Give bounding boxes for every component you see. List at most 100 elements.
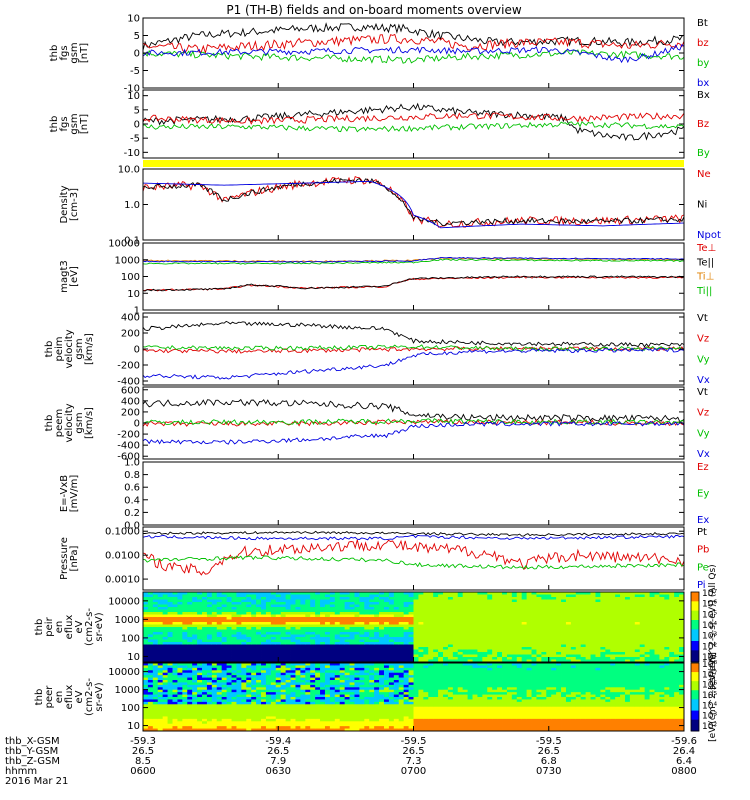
spectrogram-cell (541, 597, 547, 600)
spectrogram-cell (280, 689, 287, 693)
spectrogram-cell (359, 597, 365, 600)
spectrogram-cell (152, 609, 159, 613)
spectrogram-cell (669, 599, 675, 603)
spectrogram-cell (177, 704, 183, 708)
spectrogram-cell (679, 597, 685, 600)
spectrogram-cell (280, 612, 287, 615)
spectrogram-cell (315, 659, 321, 663)
spectrogram-cell (536, 639, 542, 643)
spectrogram-cell (295, 711, 301, 715)
spectrogram-cell (251, 682, 257, 686)
spectrogram-cell (659, 622, 665, 625)
spectrogram-cell (546, 634, 552, 638)
spectrogram-cell (226, 726, 232, 729)
spectrogram-cell (462, 592, 468, 595)
spectrogram-cell (152, 723, 159, 727)
spectrogram-cell (310, 694, 316, 698)
spectrogram-cell (600, 609, 606, 613)
spectrogram-cell (674, 649, 680, 653)
spectrogram-cell (443, 602, 449, 605)
spectrogram-cell (143, 684, 149, 688)
spectrogram-cell (270, 654, 277, 658)
spectrogram-cell (324, 614, 331, 618)
spectrogram-cell (172, 639, 178, 643)
spectrogram-cell (334, 697, 341, 700)
series-line (143, 530, 685, 537)
spectrogram-cell (516, 632, 523, 635)
spectrogram-cell (300, 609, 306, 613)
spectrogram-cell (428, 634, 434, 638)
spectrogram-cell (679, 612, 685, 615)
spectrogram-cell (536, 602, 542, 605)
spectrogram-cell (236, 714, 242, 717)
spectrogram-cell (329, 697, 336, 700)
spectrogram-cell (531, 604, 537, 608)
spectrogram-cell (506, 602, 513, 605)
y-tick-label: 400 (121, 313, 140, 324)
spectrogram-cell (334, 614, 341, 618)
spectrogram-cell (639, 594, 646, 598)
spectrogram-cell (167, 642, 173, 645)
spectrogram-cell (349, 617, 355, 620)
spectrogram-cell (556, 627, 562, 630)
spectrogram-cell (516, 644, 523, 648)
spectrogram-cell (197, 663, 203, 666)
spectrogram-cell (536, 614, 542, 618)
spectrogram-cell (506, 612, 513, 615)
spectrogram-cell (379, 639, 385, 643)
spectrogram-cell (585, 592, 591, 595)
spectrogram-cell (374, 624, 380, 628)
spectrogram-cell (403, 602, 409, 605)
spectrogram-cell (275, 711, 282, 715)
spectrogram-cell (143, 659, 149, 663)
spectrogram-cell (398, 634, 405, 638)
spectrogram-cell (300, 675, 306, 678)
spectrogram-cell (251, 665, 257, 669)
spectrogram-cell (256, 670, 262, 674)
spectrogram-cell (674, 592, 680, 595)
spectrogram-cell (605, 612, 611, 615)
spectrogram-cell (290, 665, 296, 669)
spectrogram-cell (374, 647, 380, 650)
spectrogram-cell (511, 614, 518, 618)
spectrogram-cell (231, 594, 237, 598)
spectrogram-cell (256, 667, 262, 671)
spectrogram-cell (629, 592, 636, 595)
spectrogram-cell (275, 697, 282, 700)
spectrogram-cell (369, 629, 375, 633)
spectrogram-cell (349, 680, 355, 683)
spectrogram-cell (300, 614, 306, 618)
spectrogram-cell (305, 607, 311, 610)
spectrogram-cell (211, 617, 218, 620)
spectrogram-cell (157, 687, 164, 691)
spectrogram-cell (315, 697, 321, 700)
spectrogram-cell (270, 663, 277, 666)
spectrogram-cell (388, 597, 395, 600)
spectrogram-cell (192, 680, 198, 683)
spectrogram-cell (206, 689, 213, 693)
spectrogram-cell (295, 694, 301, 698)
spectrogram-cell (177, 682, 183, 686)
spectrogram-cell (359, 718, 365, 722)
spectrogram-cell (162, 619, 168, 623)
spectrogram-cell (197, 726, 203, 729)
spectrogram-cell (251, 684, 257, 688)
spectrogram-cell (157, 614, 164, 618)
spectrogram-cell (408, 723, 414, 727)
spectrogram-cell (231, 622, 237, 625)
spectrogram-cell (241, 607, 247, 610)
spectrogram-cell (305, 657, 311, 660)
spectrogram-cell (565, 612, 572, 615)
spectrogram-cell (551, 647, 557, 650)
spectrogram-cell (383, 663, 390, 666)
spectrogram-cell (393, 687, 400, 691)
spectrogram-cell (251, 711, 257, 715)
spectrogram-cell (320, 624, 326, 628)
spectrogram-cell (487, 602, 493, 605)
spectrogram-cell (202, 657, 208, 660)
spectrogram-cell (280, 642, 287, 645)
spectrogram-cell (152, 711, 159, 715)
spectrogram-cell (497, 652, 503, 655)
